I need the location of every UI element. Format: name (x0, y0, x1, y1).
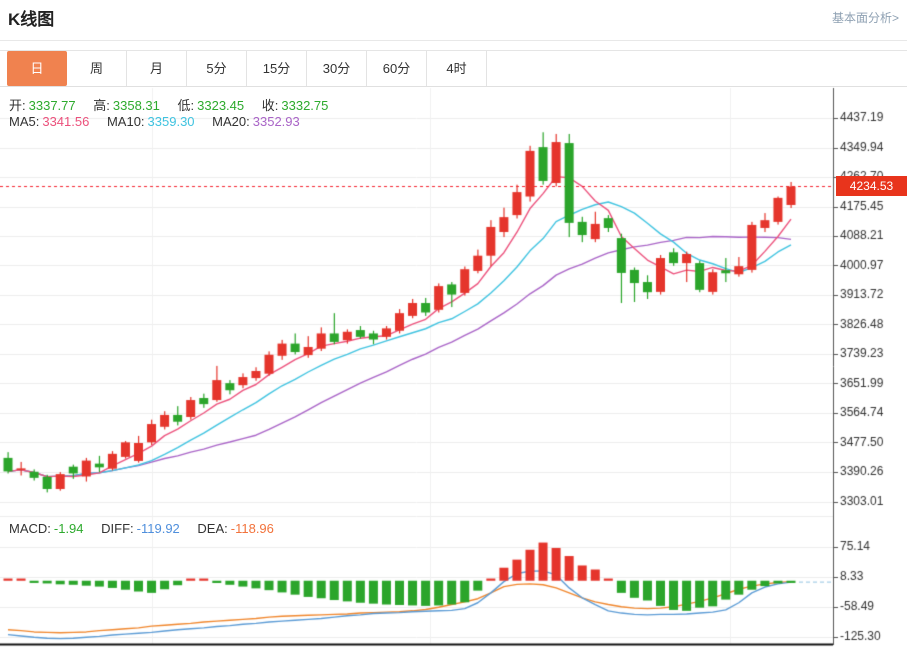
macd-value: -1.94 (53, 521, 84, 536)
low-value: 3323.45 (197, 98, 245, 113)
open-label: 开: (9, 98, 26, 113)
high-label: 高: (93, 98, 110, 113)
diff-value: -119.92 (136, 521, 180, 536)
ma20-value: 3352.93 (252, 114, 300, 129)
ohlc-legend: 开: 3337.77 高: 3358.31 低: 3323.45 收: 3332.75 (9, 95, 342, 114)
low-label: 低: (177, 98, 195, 113)
macd-label: MACD: (9, 521, 51, 536)
open-value: 3337.77 (28, 98, 76, 113)
close-value: 3332.75 (281, 98, 329, 113)
close-label: 收: (261, 98, 279, 113)
fundamental-analysis-link[interactable]: 基本面分析> (831, 11, 899, 25)
tab-4hour[interactable]: 4时 (427, 51, 487, 86)
ma10-value: 3359.30 (147, 114, 195, 129)
tab-month[interactable]: 月 (127, 51, 187, 86)
diff-label: DIFF: (101, 521, 134, 536)
page-title: K线图 (8, 10, 55, 29)
ma10-label: MA10: (106, 114, 145, 129)
high-value: 3358.31 (112, 98, 160, 113)
period-tabbar: 日 周 月 5分 15分 30分 60分 4时 (0, 50, 907, 87)
dea-label: DEA: (197, 521, 228, 536)
tab-60min[interactable]: 60分 (367, 51, 427, 86)
tab-day[interactable]: 日 (7, 51, 67, 86)
ma5-value: 3341.56 (42, 114, 90, 129)
header-divider (0, 40, 907, 41)
dea-value: -118.96 (230, 521, 274, 536)
current-price-tag: 4234.53 (836, 176, 907, 196)
tab-30min[interactable]: 30分 (307, 51, 367, 86)
tab-week[interactable]: 周 (67, 51, 127, 86)
tab-5min[interactable]: 5分 (187, 51, 247, 86)
macd-legend: MACD: -1.94 DIFF: -119.92 DEA: -118.96 (9, 521, 288, 536)
ma5-label: MA5: (9, 114, 40, 129)
ma-legend: MA5: 3341.56 MA10: 3359.30 MA20: 3352.93 (9, 114, 314, 129)
tab-15min[interactable]: 15分 (247, 51, 307, 86)
ma20-label: MA20: (212, 114, 250, 129)
